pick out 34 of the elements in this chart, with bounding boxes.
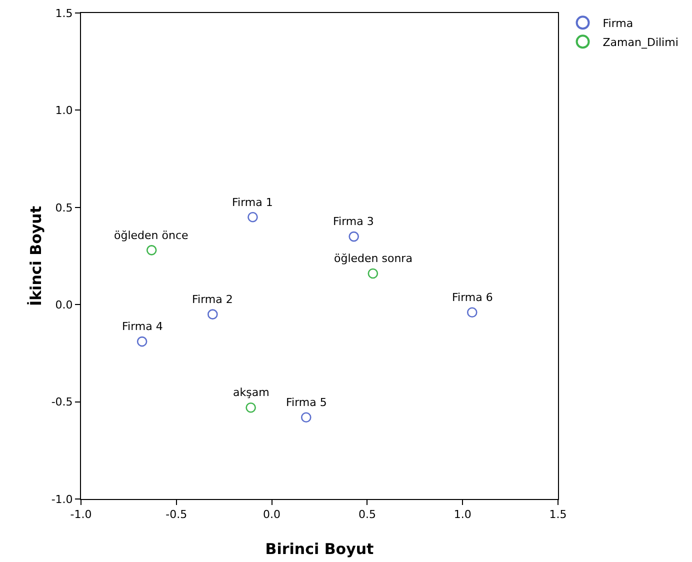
annotation: öğleden önce [114, 229, 189, 242]
annotation: Firma 1 [232, 196, 273, 209]
y-tick-label: 1.0 [55, 104, 73, 118]
point [466, 307, 478, 318]
point [300, 412, 312, 422]
annotation: Firma 4 [122, 320, 163, 333]
x-tick-label: -1.0 [70, 508, 92, 522]
point [368, 268, 378, 279]
point [348, 231, 359, 242]
annotation: öğleden sonra [334, 252, 412, 265]
point [136, 336, 148, 347]
annotation: Firma 6 [452, 291, 493, 304]
point [248, 212, 258, 222]
x-tick-label: 0.5 [358, 508, 376, 522]
legend-label: Zaman_Dilimi [602, 36, 678, 49]
point [246, 402, 256, 413]
annotation: Firma 3 [333, 215, 374, 228]
x-tick-label: 1.5 [549, 508, 567, 522]
x-tick-label: -0.5 [166, 508, 188, 522]
point [146, 245, 157, 256]
y-tick-label: 0.5 [55, 201, 73, 214]
x-axis-title: Birinci Boyut [265, 540, 374, 558]
point [208, 309, 218, 320]
y-axis-title: İkinci Boyut [27, 206, 45, 306]
y-tick-label: -0.5 [51, 396, 73, 409]
annotation: akşam [233, 386, 270, 399]
legend-label: Firma [602, 16, 634, 30]
annotation: Firma 2 [192, 293, 233, 306]
y-tick-label: 0.0 [55, 298, 73, 312]
y-tick-label: 1.5 [55, 6, 73, 20]
x-tick-label: 1.0 [454, 508, 472, 522]
annotation: Firma 5 [286, 396, 327, 409]
x-tick-label: 0.0 [263, 508, 281, 522]
y-tick-label: -1.0 [51, 492, 73, 506]
